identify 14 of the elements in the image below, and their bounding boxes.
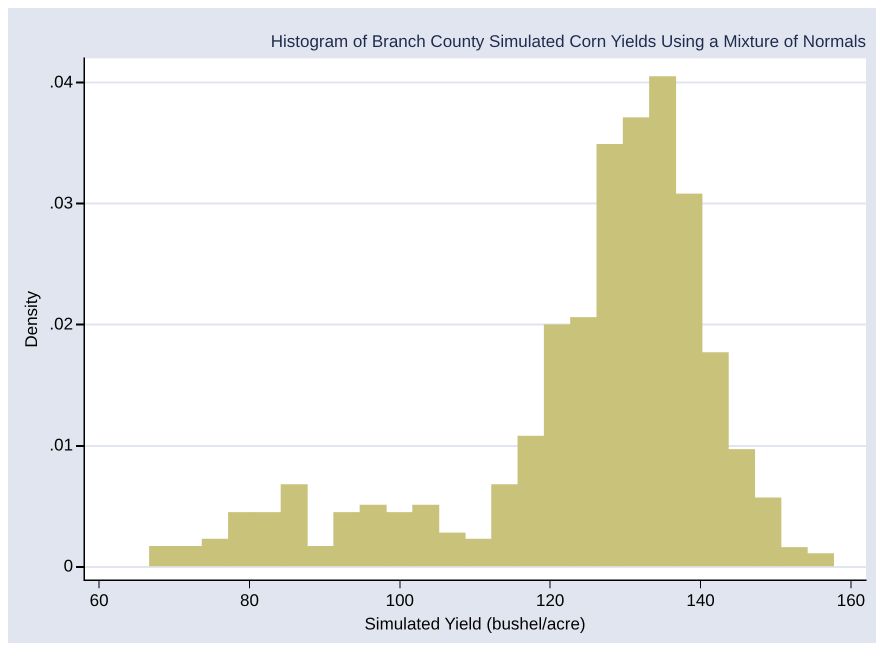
x-axis-title: Simulated Yield (bushel/acre) <box>364 614 586 634</box>
x-tick-label: 120 <box>536 591 564 610</box>
chart-title: Histogram of Branch County Simulated Corn Yields Using a Mixture of Normals <box>270 32 866 51</box>
y-tick-label: 0 <box>64 556 74 576</box>
y-tick-label: .03 <box>49 193 74 212</box>
y-tick-label: .04 <box>49 72 74 92</box>
y-tick-label: .02 <box>49 314 74 334</box>
x-tick-label: 60 <box>90 591 109 610</box>
y-axis-title: Density <box>22 290 41 348</box>
x-tick-label: 100 <box>386 591 414 610</box>
x-tick-label: 160 <box>836 591 866 610</box>
x-tick-label: 80 <box>240 591 259 610</box>
y-tick-label: .01 <box>49 436 74 455</box>
x-tick-label: 140 <box>686 591 715 610</box>
